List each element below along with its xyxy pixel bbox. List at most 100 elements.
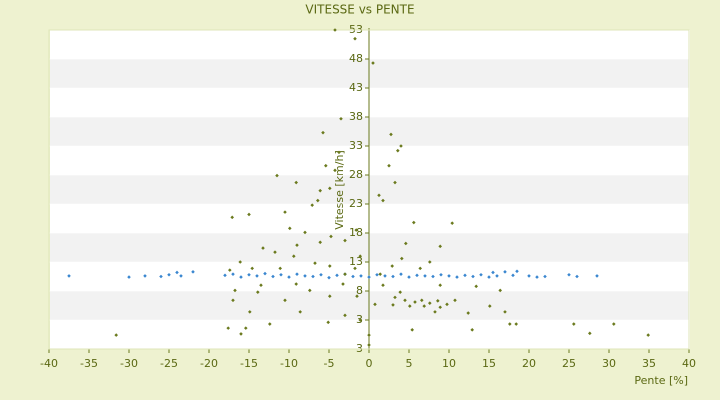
point	[358, 254, 362, 258]
point	[247, 272, 251, 277]
point	[433, 310, 437, 314]
point	[239, 332, 243, 336]
point	[175, 270, 179, 275]
point	[575, 274, 579, 279]
point	[294, 180, 298, 185]
point	[420, 298, 424, 303]
point	[327, 275, 331, 280]
x-tick-label: 35	[642, 357, 656, 370]
point	[261, 246, 265, 250]
point	[418, 266, 422, 271]
point	[313, 261, 317, 265]
point	[375, 272, 379, 277]
point	[413, 300, 417, 304]
point	[279, 272, 283, 277]
point	[283, 298, 287, 303]
point	[294, 282, 298, 286]
point	[358, 318, 362, 322]
point	[114, 333, 118, 337]
point	[588, 331, 592, 336]
point	[333, 28, 337, 32]
point	[463, 273, 467, 278]
point	[439, 272, 443, 277]
point	[503, 310, 507, 314]
point	[233, 288, 237, 293]
point	[403, 298, 407, 303]
y-tick-label: 33	[349, 139, 363, 152]
x-tick-label: 10	[442, 357, 456, 370]
point	[491, 270, 495, 275]
point	[328, 294, 332, 299]
point	[391, 303, 395, 307]
x-axis-title: Pente [%]	[634, 374, 688, 387]
point	[404, 241, 408, 246]
point	[431, 274, 435, 279]
point	[292, 254, 296, 258]
point	[271, 274, 275, 279]
y-tick-label: 28	[349, 168, 363, 181]
point	[353, 266, 357, 271]
point	[311, 274, 315, 279]
point	[255, 274, 259, 278]
point	[127, 275, 131, 279]
point	[343, 238, 347, 243]
point	[283, 210, 287, 214]
y-axis-title: Vitesse [km/h]	[333, 150, 346, 230]
point	[278, 266, 282, 271]
x-tick-label: 20	[522, 357, 536, 370]
point	[316, 198, 320, 203]
x-tick-label: -20	[200, 357, 218, 370]
x-tick-label: 5	[406, 357, 413, 370]
point	[383, 274, 387, 278]
point	[275, 173, 279, 178]
plot-border	[48, 29, 690, 350]
point	[391, 274, 395, 279]
point	[466, 311, 470, 315]
point	[514, 322, 518, 326]
point	[354, 228, 358, 232]
point	[393, 180, 397, 185]
point	[408, 304, 412, 308]
point	[247, 212, 251, 217]
x-tick-label: -30	[120, 357, 138, 370]
point	[318, 240, 322, 245]
point	[328, 186, 332, 191]
point	[143, 274, 147, 278]
x-tick-label: 25	[562, 357, 576, 370]
point	[479, 272, 483, 277]
point	[377, 193, 381, 198]
point	[428, 260, 432, 264]
point	[335, 273, 339, 278]
point	[337, 150, 341, 155]
point	[487, 275, 491, 279]
point	[373, 302, 377, 307]
point	[179, 274, 183, 278]
point	[367, 333, 371, 337]
point	[351, 274, 355, 279]
x-tick-label: 15	[482, 357, 496, 370]
y-tick-label: 43	[349, 81, 363, 94]
point	[515, 269, 519, 274]
point	[572, 322, 576, 326]
point	[321, 130, 325, 135]
point	[410, 328, 414, 332]
point	[223, 273, 227, 278]
point	[191, 270, 195, 274]
point	[595, 274, 599, 278]
point	[396, 148, 400, 153]
point	[503, 270, 507, 274]
point	[231, 272, 235, 276]
point	[527, 274, 531, 278]
point	[259, 283, 263, 287]
point	[339, 116, 343, 121]
point	[415, 273, 419, 278]
point	[399, 272, 403, 276]
point	[248, 310, 252, 314]
point	[159, 274, 163, 279]
x-tick-label: -25	[160, 357, 178, 370]
point	[474, 284, 478, 289]
chart-title: VITESSE vs PENTE	[305, 3, 414, 17]
point	[287, 275, 291, 279]
point	[508, 322, 512, 326]
point	[387, 163, 391, 168]
